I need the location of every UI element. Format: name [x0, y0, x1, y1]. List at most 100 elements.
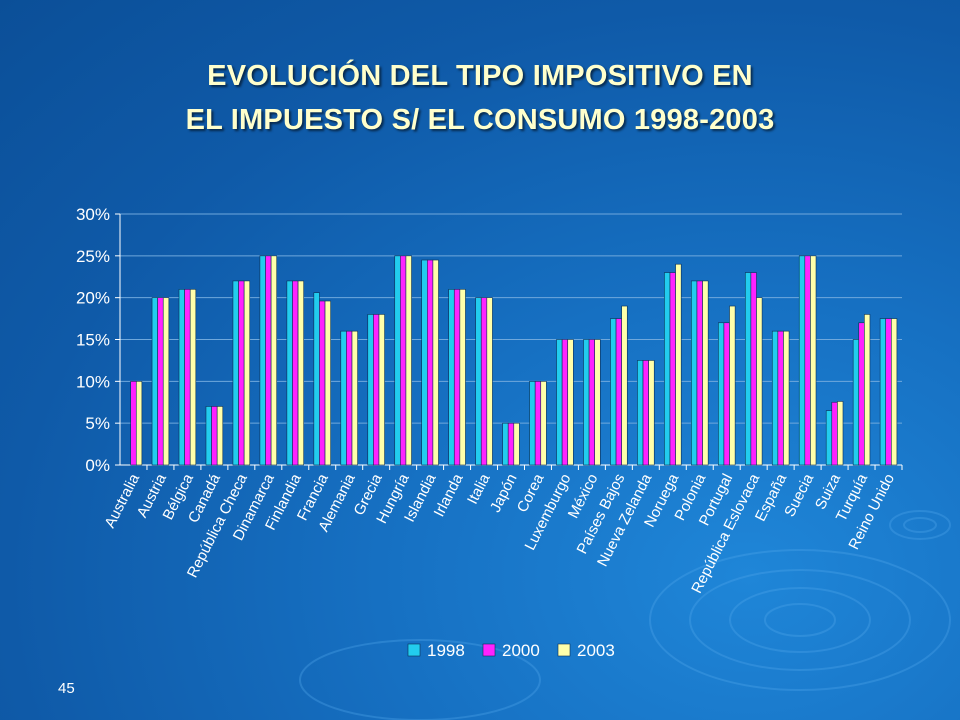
- bar-2000-8: [319, 300, 326, 466]
- legend-label-2003: 2003: [577, 641, 615, 660]
- y-tick-label: 30%: [76, 205, 110, 224]
- bar-2003-16: [540, 381, 547, 466]
- bar-2000-19: [615, 318, 622, 466]
- y-tick-label: 15%: [76, 331, 110, 350]
- bar-1998-10: [367, 314, 374, 466]
- bar-1998-3: [178, 288, 185, 466]
- bar-2003-4: [216, 406, 224, 466]
- bar-2003-19: [621, 305, 628, 466]
- bar-2003-10: [378, 314, 385, 466]
- category-label: Australia: [101, 471, 143, 531]
- bar-2000-23: [723, 322, 730, 466]
- bar-1998-16: [529, 381, 536, 466]
- slide-title-line-2: EL IMPUESTO S/ EL CONSUMO 1998-2003: [185, 104, 775, 136]
- legend-label-1998: 1998: [427, 641, 465, 660]
- bar-2003-11: [405, 255, 412, 466]
- bar-2003-23: [729, 305, 736, 466]
- bar-2000-24: [750, 272, 757, 466]
- bar-2000-15: [507, 422, 515, 466]
- bar-2000-26: [804, 255, 811, 466]
- bar-1998-20: [637, 360, 644, 466]
- bar-2000-22: [696, 280, 703, 466]
- bar-1998-25: [771, 330, 779, 466]
- bar-2003-29: [891, 318, 898, 466]
- bar-1998-28: [852, 339, 860, 466]
- bar-2003-17: [567, 339, 574, 466]
- legend-swatch-2000: [482, 643, 496, 657]
- bar-1998-8: [313, 292, 320, 466]
- bar-1998-24: [744, 272, 752, 466]
- bar-1998-2: [151, 297, 158, 466]
- bar-2003-7: [297, 280, 304, 466]
- bar-1998-29: [879, 318, 887, 466]
- bar-2003-5: [243, 280, 251, 466]
- bar-1998-11: [394, 255, 401, 466]
- bar-2000-18: [588, 339, 595, 466]
- bar-2003-28: [864, 314, 871, 466]
- bar-2000-25: [777, 330, 784, 466]
- bar-2003-9: [351, 330, 358, 466]
- y-tick-label: 5%: [85, 414, 110, 433]
- bar-2000-21: [669, 272, 676, 466]
- bar-1998-7: [286, 280, 293, 466]
- legend-swatch-1998: [407, 643, 421, 657]
- bar-1998-15: [502, 422, 509, 466]
- bar-2003-3: [189, 288, 197, 466]
- bar-1998-9: [340, 330, 347, 466]
- bar-2003-15: [513, 422, 520, 466]
- bar-1998-22: [691, 280, 698, 466]
- bar-2000-3: [184, 288, 191, 466]
- bar-2003-26: [810, 255, 817, 466]
- bar-1998-6: [259, 255, 266, 466]
- bar-2000-6: [265, 255, 272, 466]
- bar-1998-13: [448, 288, 455, 466]
- bar-1998-17: [556, 339, 563, 466]
- bar-2000-13: [453, 288, 461, 466]
- bar-2000-14: [480, 297, 488, 466]
- page-number: 45: [58, 680, 75, 697]
- bar-2000-2: [157, 297, 164, 466]
- y-tick-label: 0%: [85, 456, 110, 475]
- bar-2000-17: [561, 339, 569, 466]
- bar-2003-18: [594, 339, 601, 466]
- bar-2000-29: [885, 318, 892, 466]
- legend-label-2000: 2000: [502, 641, 540, 660]
- legend-swatch-2003: [557, 643, 571, 657]
- bar-2000-10: [373, 314, 380, 466]
- bar-1998-5: [232, 280, 239, 466]
- bar-1998-27: [825, 410, 833, 466]
- bar-2003-25: [783, 330, 790, 466]
- bar-1998-23: [718, 322, 725, 466]
- slide-title-line-1: EVOLUCIÓN DEL TIPO IMPOSITIVO EN: [207, 60, 753, 92]
- bar-2000-9: [346, 330, 353, 466]
- bar-2000-4: [211, 406, 218, 466]
- bar-2000-7: [292, 280, 299, 466]
- bar-2003-13: [459, 288, 466, 466]
- bar-2000-1: [130, 381, 137, 466]
- y-tick-label: 25%: [76, 247, 110, 266]
- bar-2003-21: [675, 263, 682, 466]
- bar-2003-14: [486, 297, 493, 466]
- bar-2003-24: [756, 297, 763, 466]
- bar-1998-12: [421, 259, 428, 466]
- bar-2003-27: [837, 401, 844, 466]
- bar-1998-19: [610, 318, 617, 466]
- bar-2000-28: [858, 322, 865, 466]
- bar-2003-2: [162, 297, 170, 466]
- bar-2003-12: [432, 259, 439, 466]
- bar-1998-18: [583, 339, 590, 466]
- y-tick-label: 20%: [76, 289, 110, 308]
- bar-1998-4: [205, 406, 212, 466]
- bar-1998-21: [664, 272, 671, 466]
- y-tick-label: 10%: [76, 372, 110, 391]
- bar-1998-26: [798, 255, 806, 466]
- bar-2000-16: [534, 381, 542, 466]
- bar-2003-8: [324, 300, 331, 466]
- bar-2000-11: [400, 255, 407, 466]
- bar-2003-22: [702, 280, 709, 466]
- bar-2000-12: [427, 259, 434, 466]
- bar-2000-20: [642, 360, 649, 466]
- bar-2000-27: [831, 401, 838, 466]
- bar-2003-6: [270, 255, 278, 466]
